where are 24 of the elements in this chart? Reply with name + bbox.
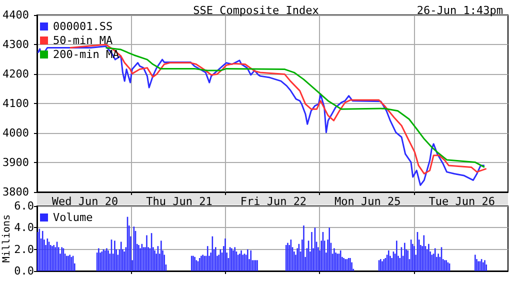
y-tick-label: 4300: [2, 38, 29, 51]
y-tick-label: 4100: [2, 97, 29, 110]
y-axis-title: Millions: [2, 214, 12, 263]
y-tick-label: 4.0: [14, 221, 34, 234]
x-tick-label: Thu Jun 21: [146, 195, 212, 208]
y-tick-label: 2.0: [14, 242, 34, 256]
x-tick-label: Wed Jun 20: [52, 195, 118, 208]
x-tick-label: Mon Jun 25: [334, 195, 401, 208]
chart-title: SSE Composite Index: [193, 4, 320, 17]
y-tick-label: 4000: [2, 126, 29, 140]
legend-label: Volume: [53, 211, 93, 224]
line-series: [105, 46, 486, 168]
y-tick-label: 4200: [2, 68, 29, 80]
y-tick-label: 3800: [2, 186, 29, 198]
chart-subtitle: 26-Jun 1:43pm: [416, 4, 504, 17]
legend-label: 50-min MA: [53, 34, 113, 47]
y-tick-label: 4400: [2, 8, 29, 22]
y-tick-label: 3900: [2, 156, 29, 169]
y-tick-label: 0.0: [14, 264, 34, 278]
line-series: [37, 46, 486, 186]
legend-label: 000001.SS: [53, 20, 113, 33]
x-tick-label: Tue Jun 26: [428, 195, 495, 208]
y-tick-label: 6.0: [14, 200, 34, 212]
x-tick-label: Fri Jun 22: [240, 195, 307, 208]
